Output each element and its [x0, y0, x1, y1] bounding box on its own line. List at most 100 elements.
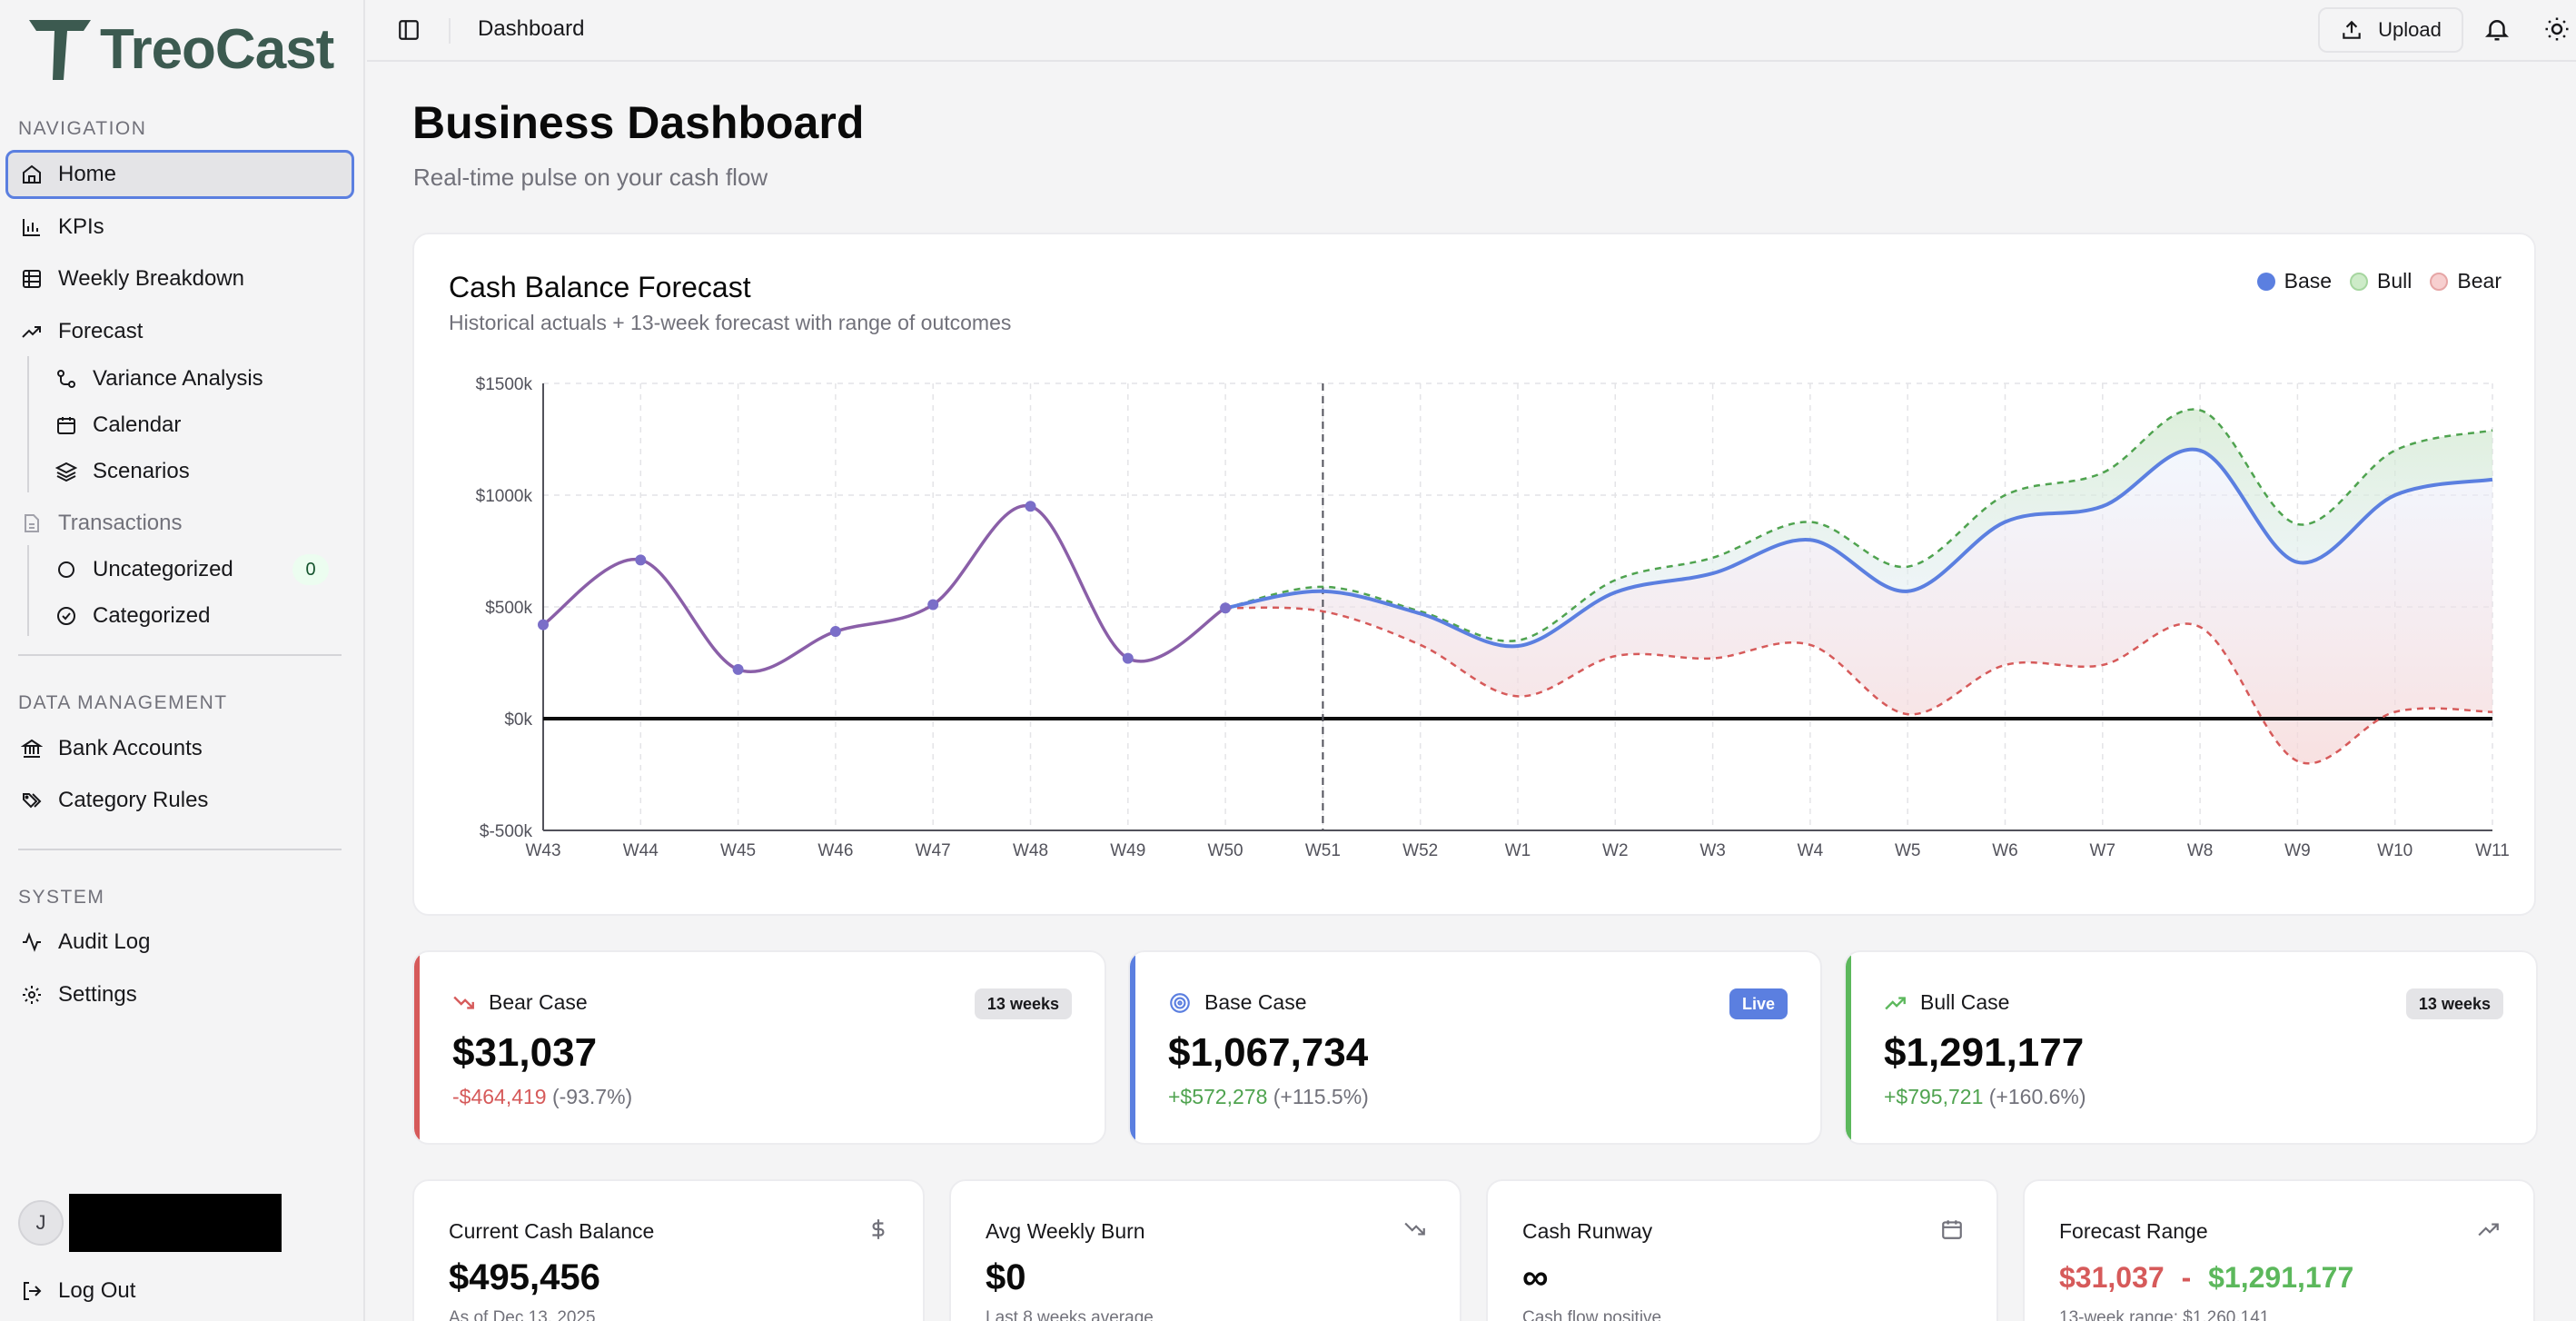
y-tick-label: $0k [504, 710, 532, 730]
sidebar-item-forecast[interactable]: Forecast [5, 307, 354, 356]
scenario-name: Bear Case [489, 990, 588, 1014]
sidebar: TreoCast NAVIGATION Home KPIs Weekly Bre… [0, 0, 365, 1321]
scenario-delta-row: +$572,278 (+115.5%) [1168, 1085, 1369, 1109]
scenario-delta-pct: (+160.6%) [1988, 1085, 2086, 1108]
x-tick-label: W2 [1602, 841, 1629, 860]
sidebar-item-uncategorized[interactable]: Uncategorized 0 [42, 545, 351, 594]
bear-range-band [1225, 449, 2492, 764]
x-tick-label: W4 [1798, 841, 1824, 860]
topbar: Dashboard Upload [367, 0, 2576, 62]
calendar-icon [1940, 1217, 1964, 1246]
card-header: Base Case [1168, 990, 1307, 1015]
bear-case-card[interactable]: Bear Case 13 weeks $31,037 -$464,419 (-9… [412, 950, 1106, 1145]
scenario-delta-pct: (-93.7%) [551, 1085, 633, 1108]
legend-item-bull[interactable]: Bull [2350, 269, 2412, 293]
sidebar-toggle-button[interactable] [394, 15, 423, 45]
sidebar-item-label: Category Rules [58, 788, 209, 812]
notifications-button[interactable] [2483, 15, 2511, 47]
redacted-user-name [69, 1194, 282, 1252]
sidebar-item-categorized[interactable]: Categorized [42, 591, 351, 641]
divider [18, 654, 342, 656]
kpi-subtext: Last 8 weeks average [986, 1308, 1154, 1321]
kpi-subtext: 13-week range: $1,260,141 [2059, 1308, 2270, 1321]
sidebar-item-label: Audit Log [58, 929, 151, 954]
sun-icon [2545, 17, 2569, 41]
forecast-range-card[interactable]: Forecast Range $31,037 - $1,291,177 13-w… [2023, 1179, 2535, 1321]
x-tick-label: W11 [2475, 841, 2510, 860]
kpi-subtext: Cash flow positive [1522, 1308, 1662, 1321]
sidebar-item-label: Scenarios [93, 459, 190, 483]
kpi-subtext: As of Dec 13, 2025 [449, 1308, 596, 1321]
x-tick-label: W52 [1402, 841, 1438, 860]
sidebar-item-bank-accounts[interactable]: Bank Accounts [5, 724, 354, 773]
sidebar-item-audit-log[interactable]: Audit Log [5, 918, 354, 967]
legend-dot-bear [2430, 272, 2449, 291]
user-profile[interactable]: J [18, 1194, 282, 1252]
sidebar-item-label: Bank Accounts [58, 736, 203, 760]
sidebar-item-variance-analysis[interactable]: Variance Analysis [42, 354, 351, 403]
base-case-card[interactable]: Base Case Live $1,067,734 +$572,278 (+11… [1128, 950, 1822, 1145]
actuals-point [1025, 501, 1036, 512]
upload-button[interactable]: Upload [2318, 7, 2463, 53]
y-tick-label: $1500k [476, 375, 533, 394]
legend-dot-base [2256, 272, 2275, 291]
x-tick-label: W50 [1208, 841, 1243, 860]
app-name: TreoCast [100, 17, 334, 81]
sidebar-item-calendar[interactable]: Calendar [42, 401, 351, 450]
sidebar-item-weekly-breakdown[interactable]: Weekly Breakdown [5, 254, 354, 303]
legend-item-bear[interactable]: Bear [2430, 269, 2502, 293]
sidebar-item-transactions[interactable]: Transactions [5, 499, 354, 548]
series-line-actuals [541, 503, 1226, 673]
avg-weekly-burn-card[interactable]: Avg Weekly Burn $0 Last 8 weeks average [949, 1179, 1461, 1321]
sidebar-item-label: Home [58, 162, 117, 186]
x-tick-label: W3 [1699, 841, 1726, 860]
file-icon [18, 510, 45, 537]
legend-label: Base [2284, 269, 2333, 293]
series-line-base [1224, 447, 2493, 649]
section-label-data-management: DATA MANAGEMENT [18, 692, 228, 713]
kpi-value: $0 [986, 1257, 1026, 1297]
sidebar-item-label: Uncategorized [93, 557, 233, 581]
sidebar-item-home[interactable]: Home [5, 150, 354, 199]
cash-runway-card[interactable]: Cash Runway ∞ Cash flow positive [1486, 1179, 1998, 1321]
tree-line [27, 545, 29, 636]
x-tick-label: W46 [817, 841, 853, 860]
x-tick-label: W6 [1992, 841, 2018, 860]
legend-item-base[interactable]: Base [2256, 269, 2333, 293]
current-cash-balance-card[interactable]: Current Cash Balance $495,456 As of Dec … [412, 1179, 925, 1321]
logout-button[interactable]: Log Out [5, 1266, 354, 1316]
scenario-value: $31,037 [452, 1030, 598, 1075]
sidebar-item-category-rules[interactable]: Category Rules [5, 776, 354, 825]
logout-label: Log Out [58, 1278, 136, 1303]
logo[interactable]: TreoCast [27, 16, 334, 82]
sidebar-item-kpis[interactable]: KPIs [5, 203, 354, 252]
sidebar-item-label: Calendar [93, 412, 182, 437]
actuals-point [829, 626, 841, 638]
range-separator: - [2181, 1261, 2192, 1294]
x-tick-label: W10 [2377, 841, 2413, 860]
bull-case-card[interactable]: Bull Case 13 weeks $1,291,177 +$795,721 … [1844, 950, 2538, 1145]
sidebar-item-label: Settings [58, 982, 137, 1007]
kpi-value: ∞ [1522, 1257, 1549, 1297]
page-subtitle: Real-time pulse on your cash flow [413, 164, 768, 191]
y-tick-label: $-500k [480, 822, 533, 841]
bank-icon [18, 735, 45, 762]
log-out-icon [18, 1277, 45, 1305]
sidebar-item-scenarios[interactable]: Scenarios [42, 447, 351, 496]
range-high: $1,291,177 [2208, 1261, 2354, 1294]
theme-toggle-button[interactable] [2543, 15, 2571, 47]
check-circle-icon [53, 602, 80, 630]
y-tick-label: $500k [485, 599, 532, 618]
actuals-point [732, 663, 744, 675]
actuals-point [927, 599, 939, 611]
divider [18, 849, 342, 850]
page-title: Business Dashboard [412, 97, 865, 148]
sidebar-item-settings[interactable]: Settings [5, 970, 354, 1019]
kpi-label: Current Cash Balance [449, 1219, 655, 1243]
range-low: $31,037 [2059, 1261, 2165, 1294]
breadcrumb: Dashboard [478, 16, 585, 41]
sidebar-item-label: Forecast [58, 319, 144, 343]
period-badge: 13 weeks [974, 988, 1072, 1019]
target-icon [1170, 992, 1190, 1013]
